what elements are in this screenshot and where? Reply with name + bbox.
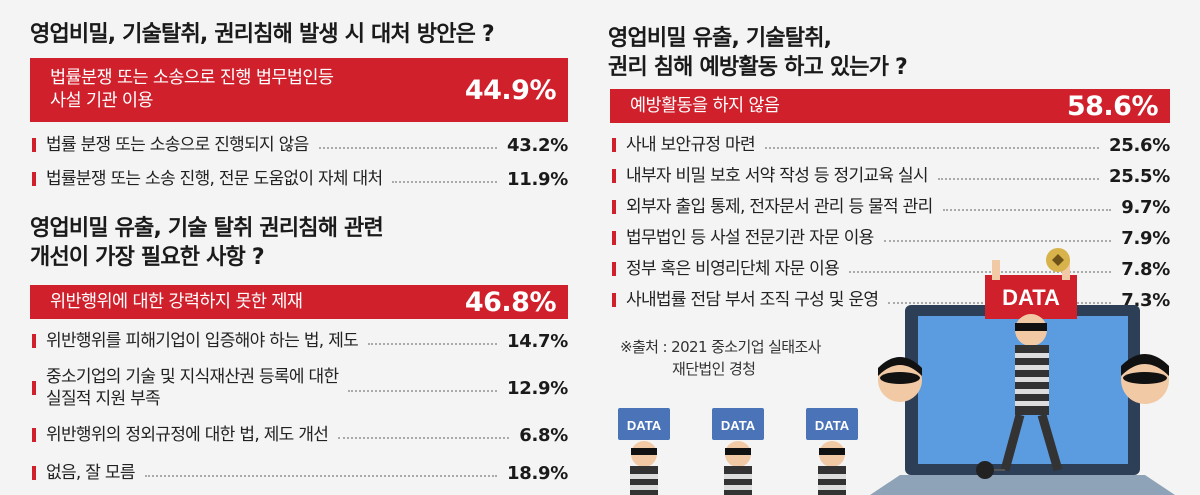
bullet-marker [32, 172, 36, 186]
dotted-leader [849, 271, 1112, 273]
answer-label: 없음, 잘 모름 [46, 463, 136, 483]
answer-label: 사내법률 전담 부서 조직 구성 및 운영 [626, 290, 879, 310]
dotted-leader [368, 343, 498, 345]
answer-label: 법률 분쟁 또는 소송으로 진행되지 않음 [46, 135, 309, 155]
peeking-thief-right-icon [1121, 354, 1169, 404]
answer-label: 법률분쟁 또는 소송으로 진행 법무법인등 사설 기관 이용 [50, 68, 334, 111]
answer-label: 법무법인 등 사설 전문기관 자문 이용 [626, 228, 874, 248]
question-title: 영업비밀, 기술탈취, 권리침해 발생 시 대처 방안은 ? [30, 22, 495, 47]
answer-label: 내부자 비밀 보호 서약 작성 등 정기교육 실시 [626, 166, 929, 186]
answer-row: 사내 보안규정 마련 25.6% [612, 134, 1170, 156]
answer-label: 위반행위의 정외규정에 대한 법, 제도 개선 [46, 425, 329, 445]
sign-text: DATA [815, 418, 850, 433]
answer-value: 12.9% [507, 377, 568, 399]
sign-text: DATA [627, 418, 662, 433]
top-answer-bar: 법률분쟁 또는 소송으로 진행 법무법인등 사설 기관 이용 44.9% [30, 58, 568, 122]
dotted-leader [883, 240, 1112, 242]
answer-value: 7.8% [1121, 258, 1170, 280]
source-note: ※출처 : 2021 중소기업 실태조사 [620, 338, 821, 356]
answer-value: 9.7% [1121, 196, 1170, 218]
dotted-leader [348, 390, 498, 392]
answer-value: 6.8% [519, 424, 568, 446]
answer-label: 위반행위에 대한 강력하지 못한 제재 [50, 291, 303, 312]
thief-small-3-icon: DATA [806, 408, 858, 495]
answer-row: 법률분쟁 또는 소송 진행, 전문 도움없이 자체 대처 11.9% [32, 168, 568, 190]
sign-text: DATA [721, 418, 756, 433]
answer-label: 중소기업의 기술 및 지식재산권 등록에 대한 실질적 지원 부족 [46, 367, 339, 409]
dotted-leader [764, 147, 1100, 149]
answer-row: 없음, 잘 모름 18.9% [32, 462, 568, 484]
answer-value: 18.9% [507, 462, 568, 484]
answer-row: 사내법률 전담 부서 조직 구성 및 운영 7.3% [612, 289, 1170, 311]
bullet-marker [32, 334, 36, 348]
dotted-leader [338, 437, 510, 439]
bullet-marker [612, 169, 616, 183]
answer-row: 법률 분쟁 또는 소송으로 진행되지 않음 43.2% [32, 134, 568, 156]
top-answer-bar: 예방활동을 하지 않음 58.6% [610, 89, 1170, 123]
answer-label: 외부자 출입 통제, 전자문서 관리 등 물적 관리 [626, 197, 933, 217]
answer-row: 위반행위를 피해기업이 입증해야 하는 법, 제도 14.7% [32, 330, 568, 352]
bullet-marker [612, 231, 616, 245]
source-note-org: 재단법인 경청 [672, 360, 756, 378]
dotted-leader [318, 147, 498, 149]
question-title: 영업비밀 유출, 기술탈취, 권리 침해 예방활동 하고 있는가 ? [608, 26, 908, 80]
answer-label: 법률분쟁 또는 소송 진행, 전문 도움없이 자체 대처 [46, 169, 383, 189]
answer-label: 위반행위를 피해기업이 입증해야 하는 법, 제도 [46, 331, 359, 351]
answer-row: 내부자 비밀 보호 서약 작성 등 정기교육 실시 25.5% [612, 165, 1170, 187]
bullet-marker [32, 466, 36, 480]
dotted-leader [937, 178, 1100, 180]
bullet-marker [32, 381, 36, 395]
answer-label: 예방활동을 하지 않음 [630, 95, 780, 116]
dotted-leader [392, 181, 498, 183]
bullet-marker [612, 293, 616, 307]
thief-small-1-icon: DATA [618, 408, 670, 495]
answer-label: 정부 혹은 비영리단체 자문 이용 [626, 259, 840, 279]
answer-value: 25.5% [1109, 165, 1170, 187]
answer-label: 사내 보안규정 마련 [626, 135, 756, 155]
top-answer-bar: 위반행위에 대한 강력하지 못한 제재 46.8% [30, 285, 568, 319]
answer-row: 중소기업의 기술 및 지식재산권 등록에 대한 실질적 지원 부족 12.9% [32, 366, 568, 410]
sign-text: DATA [1002, 285, 1060, 310]
thief-small-2-icon: DATA [712, 408, 764, 495]
answer-value: 44.9% [464, 74, 557, 106]
answer-value: 7.9% [1121, 227, 1170, 249]
answer-row: 정부 혹은 비영리단체 자문 이용 7.8% [612, 258, 1170, 280]
dotted-leader [942, 209, 1112, 211]
peeking-thief-left-icon [878, 357, 922, 402]
bullet-marker [612, 200, 616, 214]
answer-value: 11.9% [507, 168, 568, 190]
answer-value: 25.6% [1109, 134, 1170, 156]
data-theft-illustration: DATA DATA DATA DATA [618, 248, 1175, 495]
answer-row: 법무법인 등 사설 전문기관 자문 이용 7.9% [612, 227, 1170, 249]
answer-value: 43.2% [507, 134, 568, 156]
bullet-marker [612, 262, 616, 276]
answer-row: 위반행위의 정외규정에 대한 법, 제도 개선 6.8% [32, 424, 568, 446]
bullet-marker [32, 428, 36, 442]
bullet-marker [612, 138, 616, 152]
answer-value: 58.6% [1066, 90, 1159, 122]
dotted-leader [144, 475, 498, 477]
question-title: 영업비밀 유출, 기술 탈취 권리침해 관련 개선이 가장 필요한 사항 ? [30, 216, 384, 270]
answer-row: 외부자 출입 통제, 전자문서 관리 등 물적 관리 9.7% [612, 196, 1170, 218]
answer-value: 14.7% [507, 330, 568, 352]
main-thief-icon: DATA [976, 248, 1077, 479]
answer-value: 46.8% [464, 286, 557, 318]
bullet-marker [32, 138, 36, 152]
